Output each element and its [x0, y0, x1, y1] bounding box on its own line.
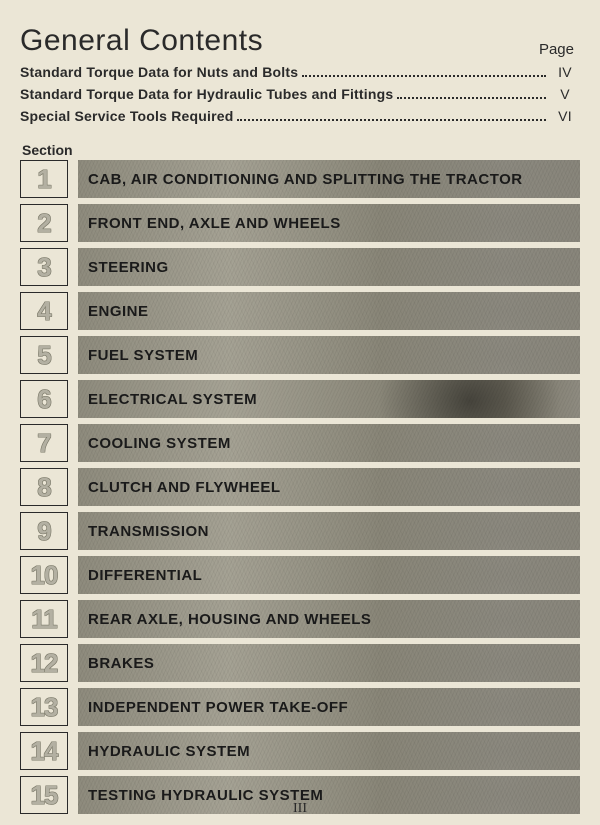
section-number-box: 9	[20, 512, 68, 550]
section-row: 11 REAR AXLE, HOUSING AND WHEELS	[20, 600, 580, 638]
section-number-box: 10	[20, 556, 68, 594]
section-title: HYDRAULIC SYSTEM	[88, 743, 250, 760]
section-row: 8 CLUTCH AND FLYWHEEL	[20, 468, 580, 506]
dot-leader	[237, 119, 546, 121]
section-number-box: 2	[20, 204, 68, 242]
page-title: General Contents	[20, 24, 263, 58]
section-number-box: 11	[20, 600, 68, 638]
prelim-list: Standard Torque Data for Nuts and Bolts …	[20, 64, 580, 124]
section-number: 2	[37, 208, 50, 239]
section-title: STEERING	[88, 259, 169, 276]
section-title: FRONT END, AXLE AND WHEELS	[88, 215, 341, 232]
section-title-bar: ELECTRICAL SYSTEM	[78, 380, 580, 418]
prelim-page: VI	[550, 108, 580, 124]
section-title: INDEPENDENT POWER TAKE-OFF	[88, 699, 348, 716]
section-number: 6	[37, 384, 50, 415]
prelim-label: Standard Torque Data for Hydraulic Tubes…	[20, 86, 393, 102]
prelim-page: V	[550, 86, 580, 102]
section-number-box: 5	[20, 336, 68, 374]
section-title: CLUTCH AND FLYWHEEL	[88, 479, 281, 496]
section-title-bar: INDEPENDENT POWER TAKE-OFF	[78, 688, 580, 726]
page-column-label: Page	[539, 41, 574, 58]
section-title-bar: STEERING	[78, 248, 580, 286]
section-number: 1	[37, 164, 50, 195]
section-number: 3	[37, 252, 50, 283]
section-row: 3 STEERING	[20, 248, 580, 286]
section-number: 10	[31, 560, 58, 591]
section-title: ELECTRICAL SYSTEM	[88, 391, 257, 408]
dot-leader	[397, 97, 546, 99]
section-row: 5 FUEL SYSTEM	[20, 336, 580, 374]
section-number-box: 6	[20, 380, 68, 418]
prelim-label: Standard Torque Data for Nuts and Bolts	[20, 64, 298, 80]
section-number: 9	[37, 516, 50, 547]
section-title-bar: BRAKES	[78, 644, 580, 682]
section-number: 13	[31, 692, 58, 723]
section-title-bar: FUEL SYSTEM	[78, 336, 580, 374]
section-row: 10 DIFFERENTIAL	[20, 556, 580, 594]
prelim-row: Special Service Tools Required VI	[20, 108, 580, 124]
prelim-row: Standard Torque Data for Nuts and Bolts …	[20, 64, 580, 80]
section-row: 7 COOLING SYSTEM	[20, 424, 580, 462]
section-row: 12 BRAKES	[20, 644, 580, 682]
section-number-box: 1	[20, 160, 68, 198]
section-number: 8	[37, 472, 50, 503]
section-title-bar: CAB, AIR CONDITIONING AND SPLITTING THE …	[78, 160, 580, 198]
section-heading: Section	[22, 142, 580, 158]
page-number-footer: III	[0, 801, 600, 817]
prelim-label: Special Service Tools Required	[20, 108, 233, 124]
section-number: 7	[37, 428, 50, 459]
section-row: 6 ELECTRICAL SYSTEM	[20, 380, 580, 418]
prelim-row: Standard Torque Data for Hydraulic Tubes…	[20, 86, 580, 102]
section-title: ENGINE	[88, 303, 149, 320]
section-title-bar: TRANSMISSION	[78, 512, 580, 550]
section-title-bar: CLUTCH AND FLYWHEEL	[78, 468, 580, 506]
section-number: 11	[31, 604, 57, 635]
section-title: CAB, AIR CONDITIONING AND SPLITTING THE …	[88, 171, 523, 188]
section-number: 4	[37, 296, 50, 327]
dot-leader	[302, 75, 546, 77]
section-number: 5	[37, 340, 50, 371]
section-number-box: 14	[20, 732, 68, 770]
section-title-bar: ENGINE	[78, 292, 580, 330]
section-number-box: 8	[20, 468, 68, 506]
section-number: 12	[31, 648, 58, 679]
section-title: DIFFERENTIAL	[88, 567, 202, 584]
section-number-box: 12	[20, 644, 68, 682]
prelim-page: IV	[550, 64, 580, 80]
section-title: TRANSMISSION	[88, 523, 209, 540]
section-title-bar: FRONT END, AXLE AND WHEELS	[78, 204, 580, 242]
sections-list: 1 CAB, AIR CONDITIONING AND SPLITTING TH…	[20, 160, 580, 814]
section-number-box: 7	[20, 424, 68, 462]
section-title-bar: REAR AXLE, HOUSING AND WHEELS	[78, 600, 580, 638]
section-number-box: 13	[20, 688, 68, 726]
section-row: 14 HYDRAULIC SYSTEM	[20, 732, 580, 770]
section-number: 14	[31, 736, 58, 767]
section-title-bar: COOLING SYSTEM	[78, 424, 580, 462]
section-row: 9 TRANSMISSION	[20, 512, 580, 550]
section-row: 1 CAB, AIR CONDITIONING AND SPLITTING TH…	[20, 160, 580, 198]
section-title: FUEL SYSTEM	[88, 347, 198, 364]
section-row: 13 INDEPENDENT POWER TAKE-OFF	[20, 688, 580, 726]
section-title: REAR AXLE, HOUSING AND WHEELS	[88, 611, 371, 628]
section-number-box: 3	[20, 248, 68, 286]
section-title-bar: HYDRAULIC SYSTEM	[78, 732, 580, 770]
section-title: BRAKES	[88, 655, 154, 672]
section-number-box: 4	[20, 292, 68, 330]
section-title: COOLING SYSTEM	[88, 435, 231, 452]
section-row: 4 ENGINE	[20, 292, 580, 330]
section-title-bar: DIFFERENTIAL	[78, 556, 580, 594]
section-row: 2 FRONT END, AXLE AND WHEELS	[20, 204, 580, 242]
